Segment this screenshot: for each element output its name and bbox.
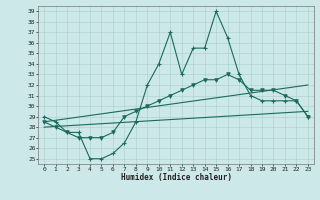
X-axis label: Humidex (Indice chaleur): Humidex (Indice chaleur) bbox=[121, 173, 231, 182]
